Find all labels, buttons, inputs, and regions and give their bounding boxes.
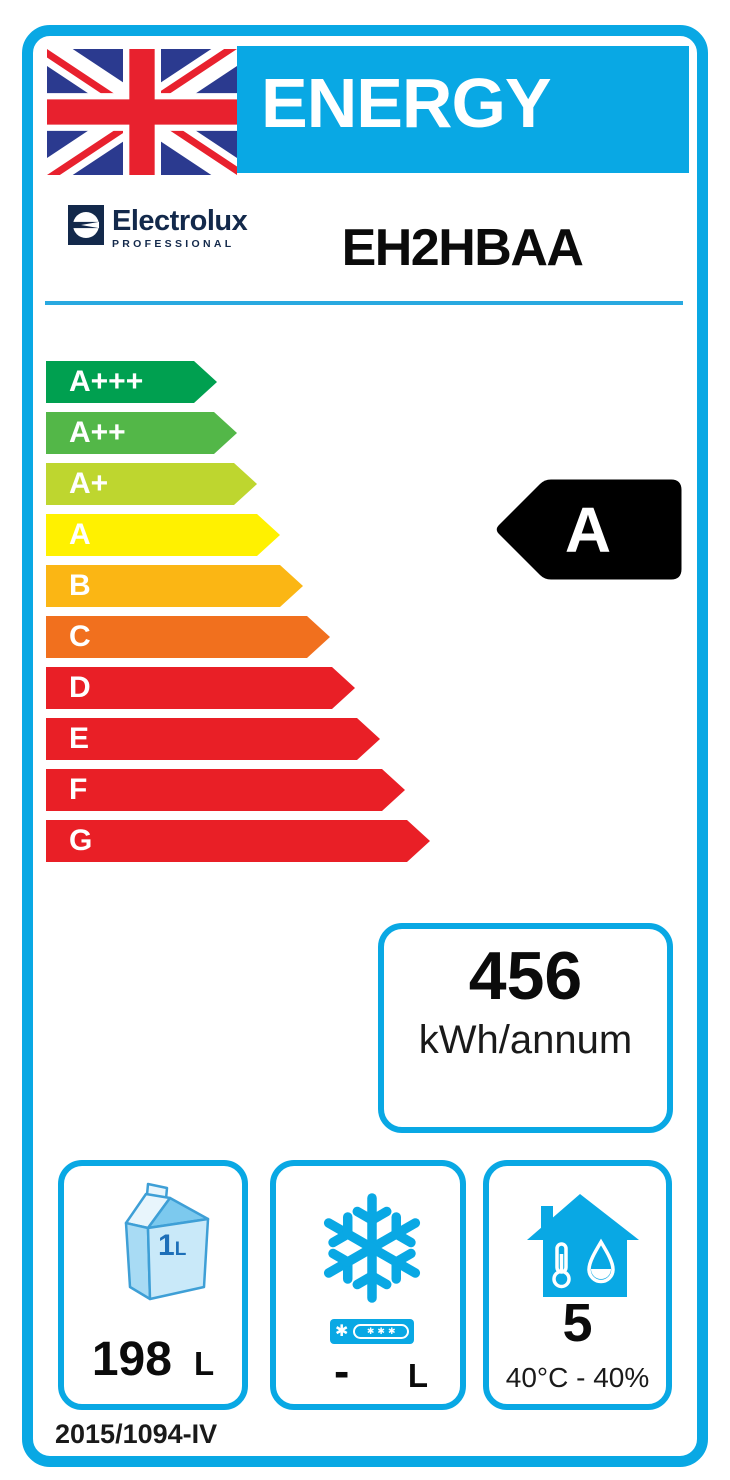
rating-bar: G <box>46 820 430 862</box>
model-number: EH2HBAA <box>341 219 584 277</box>
fridge-volume-row: 198 L <box>64 1336 242 1384</box>
rating-bar-label: A+++ <box>69 365 144 398</box>
rating-bar: A++ <box>46 412 237 454</box>
energy-title: ENERGY <box>261 63 552 142</box>
climate-condition: 40°C - 40% <box>505 1362 650 1393</box>
fridge-volume-value: 198 <box>91 1333 172 1386</box>
regulation-number: 2015/1094-IV <box>55 1419 218 1449</box>
header-divider <box>45 301 683 305</box>
rating-bar-label: C <box>69 620 91 653</box>
climate-class-box: 5 40°C - 40% <box>483 1160 672 1410</box>
fridge-volume-box: 1L 198 L <box>58 1160 248 1410</box>
freezer-volume-box: ✱ ✱✱✱ - L <box>270 1160 466 1410</box>
carton-size-unit: L <box>175 1239 187 1260</box>
current-rating-arrow: A <box>496 479 682 580</box>
brand-text: Electrolux PROFESSIONAL <box>112 205 248 250</box>
rating-bar-label: A+ <box>69 467 109 500</box>
carton-size-number: 1 <box>158 1229 175 1262</box>
energy-banner: ENERGY <box>237 46 689 173</box>
svg-text:1L: 1L <box>158 1229 187 1262</box>
rating-bar: C <box>46 616 330 658</box>
consumption-unit: kWh/annum <box>418 1018 633 1063</box>
star-single: ✱ <box>335 1322 349 1340</box>
freezer-volume-unit: L <box>407 1357 428 1394</box>
consumption-box: 456 kWh/annum <box>378 923 673 1133</box>
climate-class-value: 5 <box>562 1293 593 1353</box>
rating-bar-label: G <box>69 824 93 857</box>
brand-name: Electrolux <box>112 205 248 237</box>
rating-bar: B <box>46 565 303 607</box>
freezer-star-rating-icon: ✱ ✱✱✱ <box>330 1319 414 1344</box>
snowflake-icon <box>316 1193 428 1303</box>
uk-flag-icon <box>47 49 237 175</box>
freezer-volume-value: - <box>334 1345 350 1397</box>
energy-label-frame <box>22 25 708 1467</box>
rating-bar-label: D <box>69 671 91 704</box>
rating-bar-label: B <box>69 569 91 602</box>
brand-subtitle: PROFESSIONAL <box>112 238 235 250</box>
rating-bar: D <box>46 667 355 709</box>
freezer-volume-row: - L <box>276 1348 460 1394</box>
rating-bar: A+++ <box>46 361 217 403</box>
rating-bar-label: A++ <box>69 416 126 449</box>
consumption-value: 456 <box>468 938 583 1014</box>
thermometer-icon <box>552 1242 571 1289</box>
electrolux-logo-icon <box>68 205 104 245</box>
rating-bar: A+ <box>46 463 257 505</box>
rating-bar: A <box>46 514 280 556</box>
rating-bar-label: A <box>69 518 91 551</box>
rating-bar-label: E <box>69 722 90 755</box>
current-rating-grade: A <box>565 494 611 566</box>
milk-carton-icon: 1L <box>124 1182 210 1301</box>
rating-scale: A+++ A++ A+ A B C D E F G <box>46 361 430 871</box>
star-box: ✱✱✱ <box>353 1324 409 1339</box>
house-climate-icon <box>527 1194 639 1297</box>
rating-bar-label: F <box>69 773 88 806</box>
rating-bar: F <box>46 769 405 811</box>
fridge-volume-unit: L <box>193 1345 215 1382</box>
droplet-icon <box>587 1238 615 1284</box>
rating-bar: E <box>46 718 380 760</box>
